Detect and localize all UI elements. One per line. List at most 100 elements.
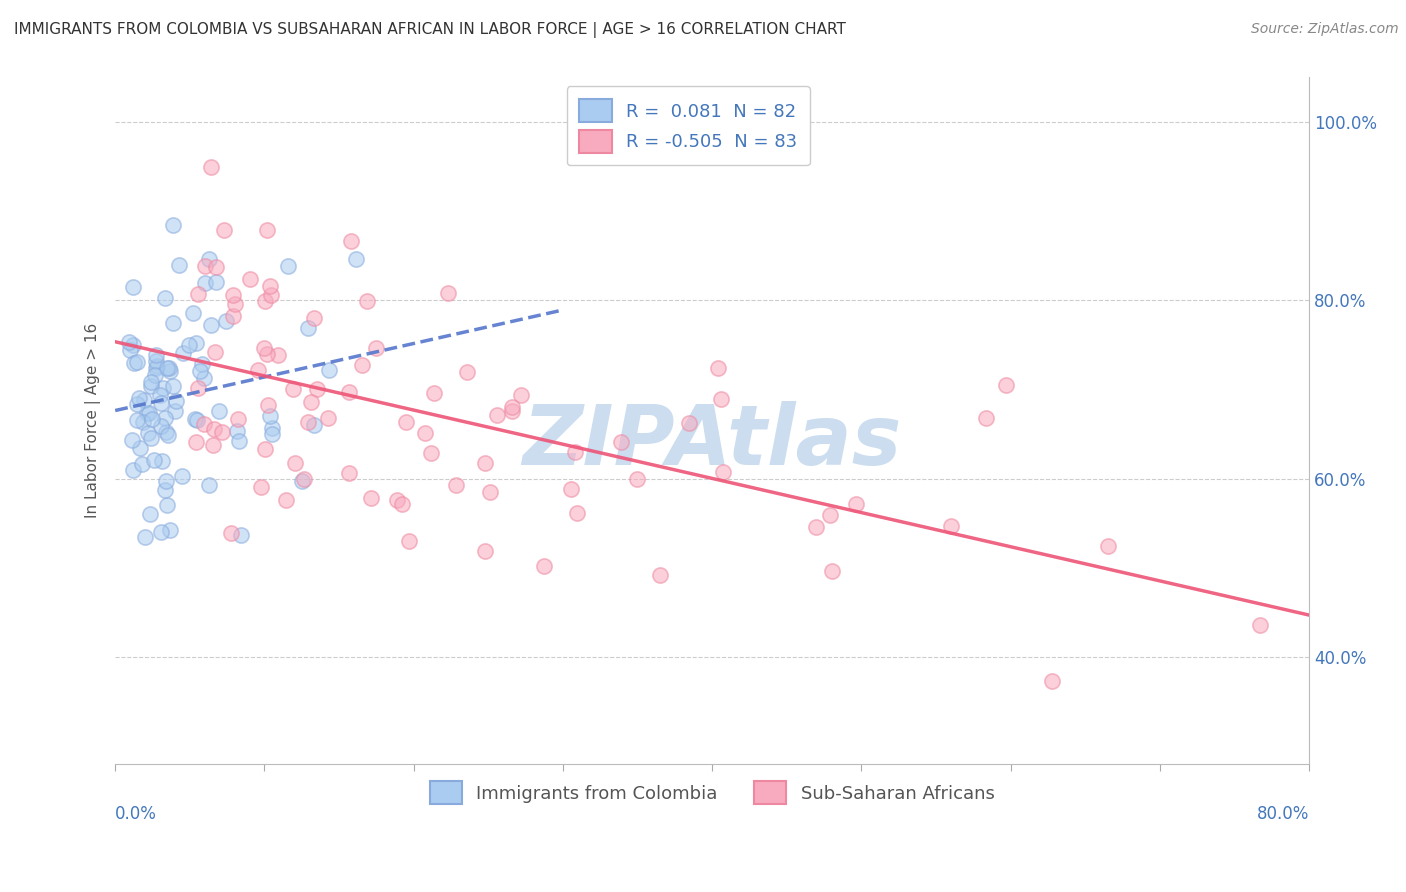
Point [395,415,418,429]
Point [941,519,963,533]
Point [821,564,844,578]
Point [153,292,176,306]
Point [141,412,163,426]
Point [337,385,360,400]
Point [818,508,841,523]
Point [610,434,633,449]
Point [247,363,270,377]
Point [274,492,297,507]
Point [437,285,460,300]
Point [149,395,172,409]
Point [162,316,184,330]
Point [340,234,363,248]
Point [337,466,360,480]
Point [143,368,166,382]
Point [169,258,191,272]
Point [626,472,648,486]
Point [226,412,249,426]
Point [219,525,242,540]
Point [125,355,148,369]
Point [1040,673,1063,688]
Point [149,525,172,540]
Point [253,442,276,456]
Point [131,458,153,472]
Point [150,419,173,434]
Point [444,477,467,491]
Point [155,425,177,439]
Point [222,287,245,301]
Point [156,360,179,375]
Point [184,435,207,450]
Point [145,348,167,362]
Point [297,320,319,334]
Point [260,287,283,301]
Point [804,519,827,533]
Point [121,433,143,447]
Point [181,306,204,320]
Point [567,506,589,520]
Point [188,364,211,378]
Point [238,272,260,286]
Point [297,415,319,429]
Point [707,360,730,375]
Point [191,358,214,372]
Point [420,446,443,460]
Point [134,392,156,407]
Point [228,434,250,448]
Point [200,160,222,174]
Point [501,403,523,417]
Point [139,379,162,393]
Point [224,297,246,311]
Point [1097,540,1119,554]
Point [177,338,200,352]
Point [253,342,276,356]
Point [974,411,997,425]
Point [124,356,146,370]
Point [302,311,325,326]
Point [152,381,174,395]
Legend: Immigrants from Colombia, Sub-Saharan Africans: Immigrants from Colombia, Sub-Saharan Af… [416,769,1007,817]
Point [129,442,152,456]
Point [183,411,205,425]
Point [187,287,209,301]
Point [156,498,179,512]
Point [226,424,249,438]
Point [155,474,177,488]
Point [350,359,373,373]
Point [533,559,555,574]
Point [214,223,236,237]
Point [501,400,523,414]
Point [204,344,226,359]
Point [456,365,478,379]
Point [159,523,181,537]
Point [1249,618,1271,632]
Point [157,360,180,375]
Point [155,483,177,497]
Point [122,280,145,294]
Point [172,345,194,359]
Point [202,422,225,436]
Text: Source: ZipAtlas.com: Source: ZipAtlas.com [1251,22,1399,37]
Point [211,425,233,440]
Point [560,482,582,496]
Point [187,382,209,396]
Point [366,342,388,356]
Point [256,399,278,413]
Point [845,497,868,511]
Point [650,567,672,582]
Point [204,260,226,274]
Point [262,421,284,435]
Point [198,252,221,266]
Point [222,309,245,323]
Point [284,456,307,470]
Point [150,453,173,467]
Point [162,378,184,392]
Point [159,364,181,378]
Point [509,387,531,401]
Point [145,360,167,375]
Point [120,343,142,357]
Point [186,413,208,427]
Point [149,388,172,402]
Point [139,508,162,522]
Point [711,465,734,479]
